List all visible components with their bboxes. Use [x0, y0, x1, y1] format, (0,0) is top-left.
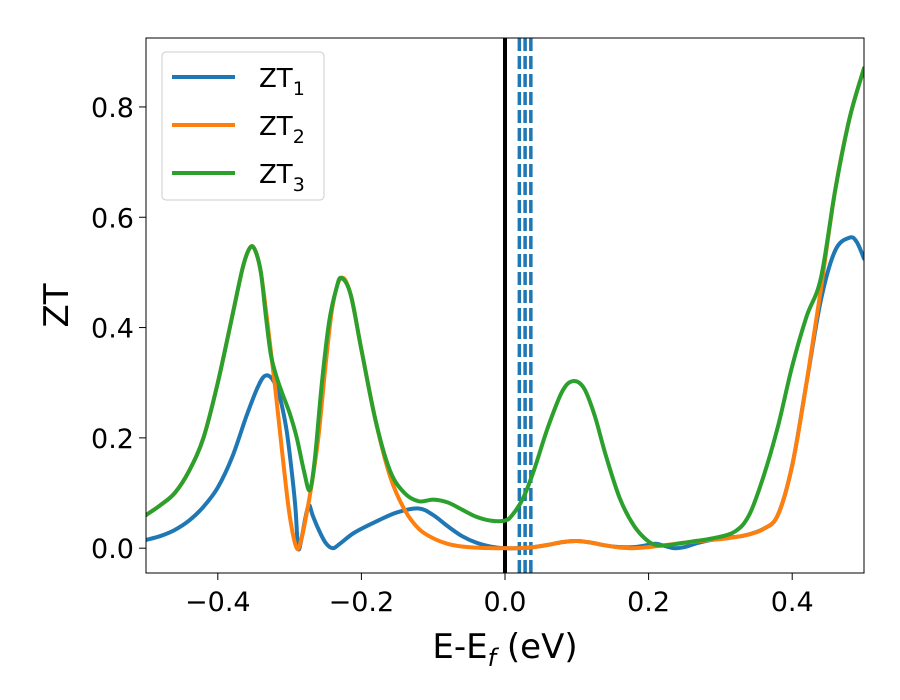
x-axis: −0.4 −0.2 0.0 0.2 0.4 [185, 573, 814, 618]
x-tick-label: 0.2 [627, 587, 670, 618]
legend-label-zt1: ZT1 [259, 64, 305, 100]
x-tick-label: −0.2 [329, 587, 395, 618]
series-line-zt3 [146, 66, 864, 548]
legend-box [161, 51, 325, 201]
y-tick-label: 0.4 [91, 314, 134, 345]
legend-label-zt2: ZT2 [259, 112, 305, 148]
x-tick-label: 0.0 [484, 587, 527, 618]
y-tick-label: 0.6 [91, 203, 134, 234]
y-axis-label: ZT [37, 283, 77, 327]
x-axis-label: E-Ef (eV) [432, 627, 577, 672]
legend: ZT1 ZT2 ZT3 [161, 51, 325, 201]
x-tick-label: 0.4 [771, 587, 814, 618]
y-tick-label: 0.0 [91, 534, 134, 565]
legend-label-zt3: ZT3 [259, 160, 305, 196]
x-tick-label: −0.4 [185, 587, 251, 618]
y-tick-label: 0.8 [91, 93, 134, 124]
series-lines-group [146, 66, 864, 552]
y-tick-label: 0.2 [91, 424, 134, 455]
vertical-lines-group [503, 38, 533, 573]
y-axis: 0.0 0.2 0.4 0.6 0.8 [91, 93, 146, 565]
